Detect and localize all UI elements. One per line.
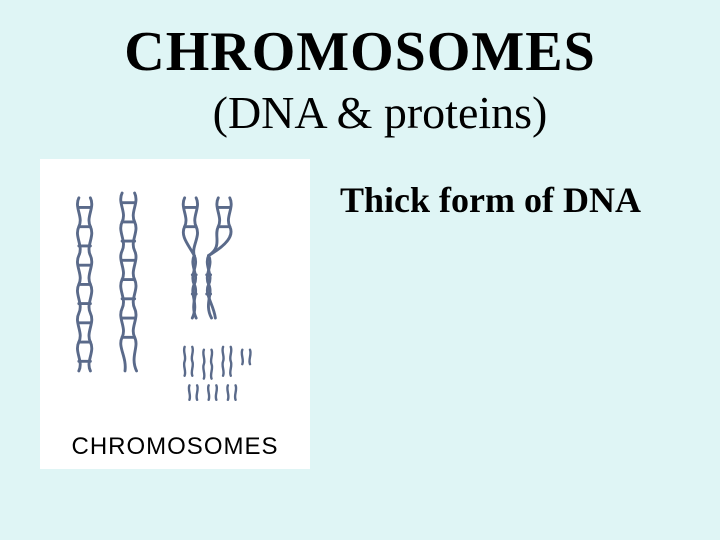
figure-caption: CHROMOSOMES [40,433,310,461]
slide-title: CHROMOSOMES [0,0,720,84]
content-row: CHROMOSOMES Thick form of DNA [0,159,720,469]
chromosome-illustration [50,169,300,419]
slide-subtitle: (DNA & proteins) [0,86,720,139]
chromosome-figure: CHROMOSOMES [40,159,310,469]
slide-description: Thick form of DNA [340,179,641,469]
